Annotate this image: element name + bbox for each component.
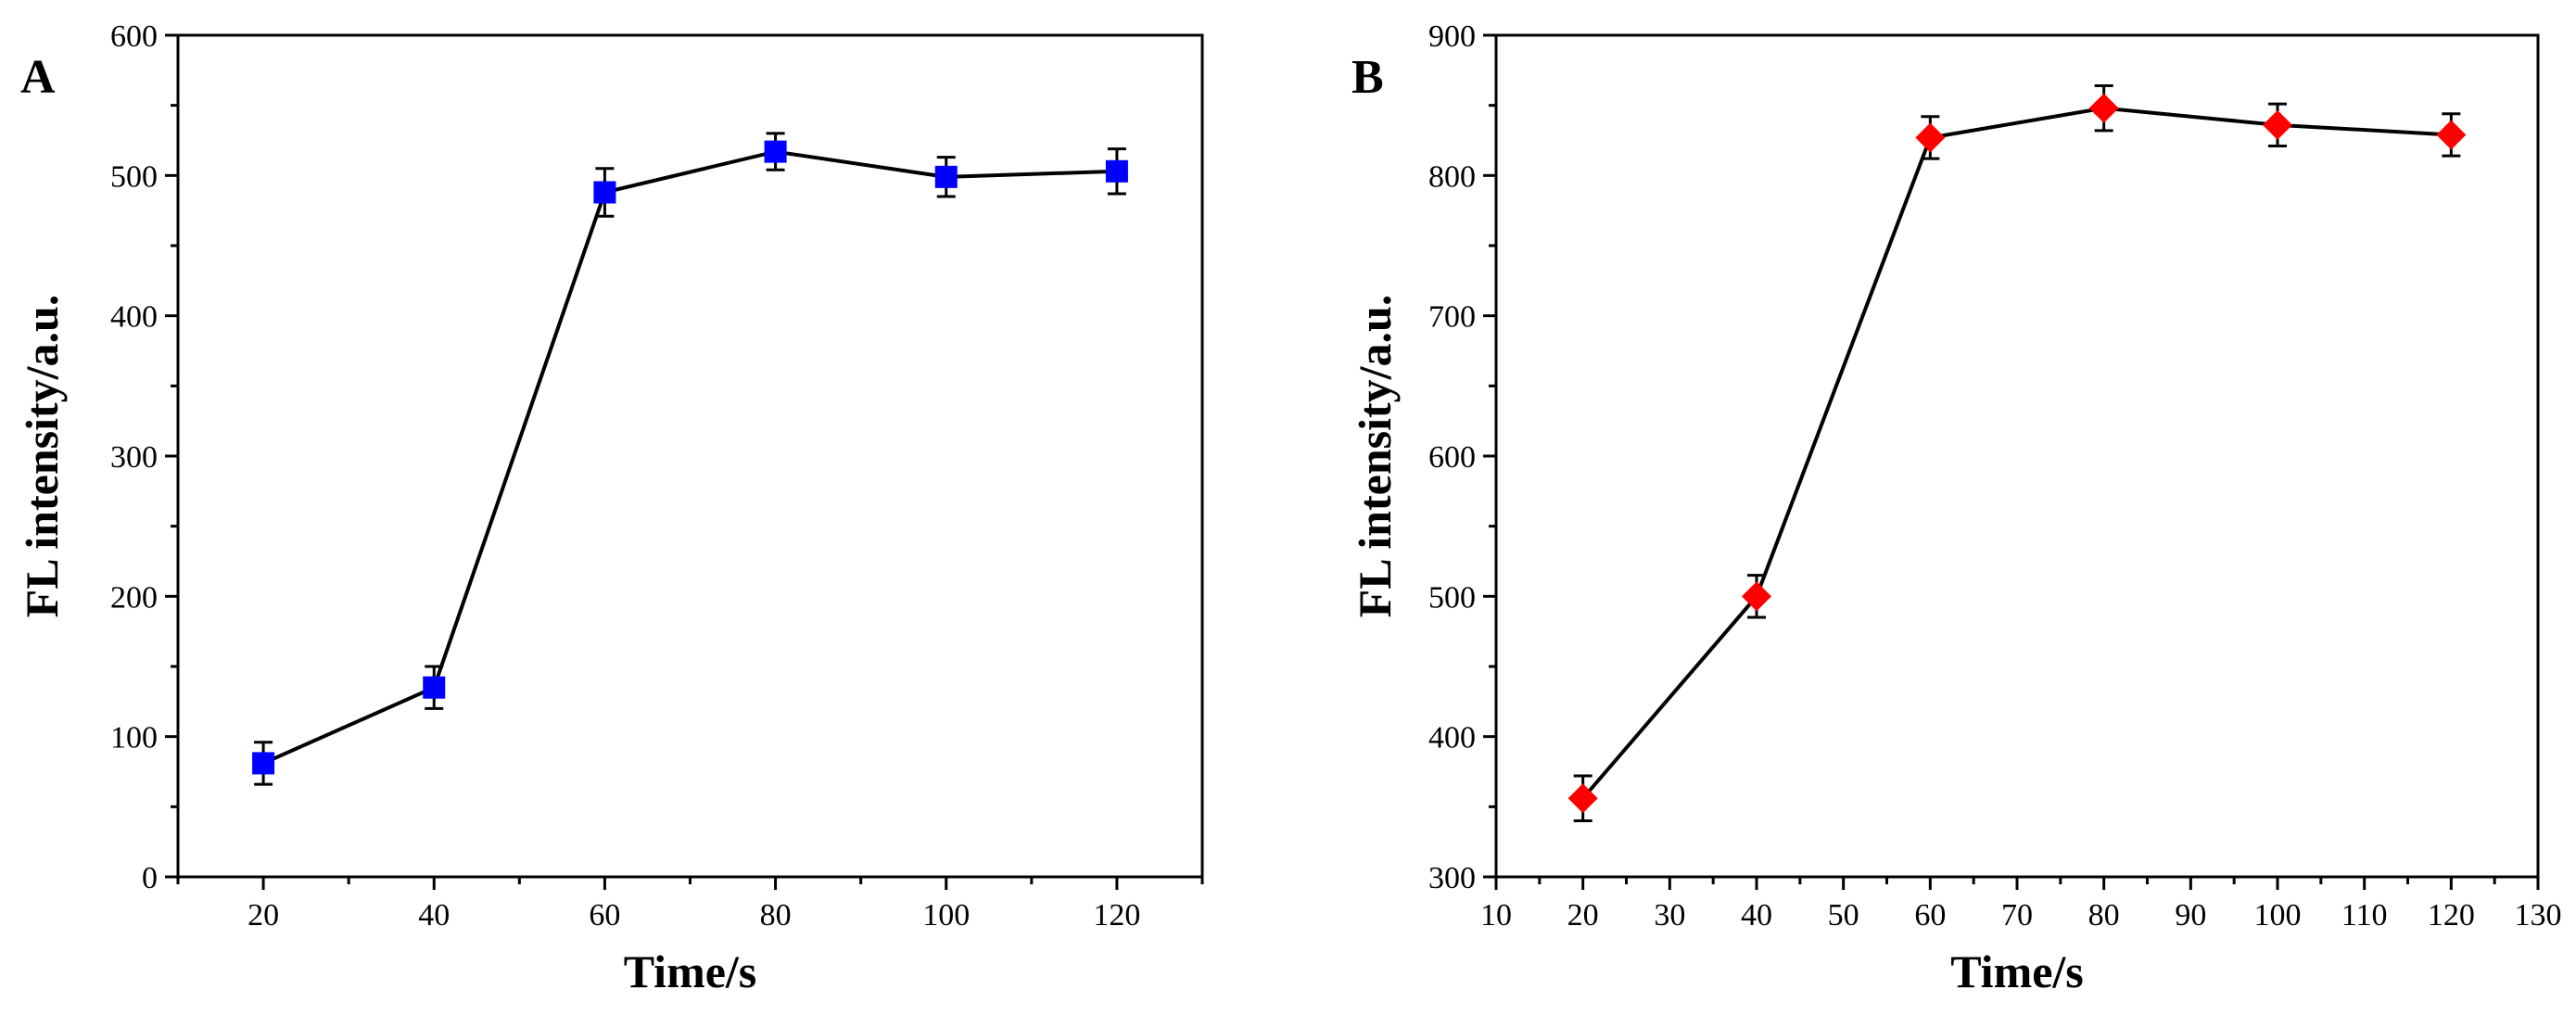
- series-line: [1581, 106, 2452, 800]
- x-tick-label: 50: [1828, 898, 1859, 933]
- y-tick-label: 300: [1428, 861, 1476, 895]
- x-axis-title: Time/s: [624, 945, 757, 997]
- y-tick-label: 600: [110, 19, 158, 54]
- data-point: [1742, 581, 1771, 612]
- plot-frame: [1494, 33, 2540, 879]
- x-tick-label: 130: [2515, 898, 2562, 933]
- panel-label: A: [20, 51, 56, 104]
- x-tick-label: 20: [247, 898, 279, 933]
- x-tick-label: 40: [1741, 898, 1772, 933]
- y-tick-label: 100: [110, 721, 158, 755]
- y-tick-label: 300: [110, 440, 158, 475]
- x-tick-label: 80: [760, 898, 792, 933]
- y-tick-label: 200: [110, 580, 158, 615]
- y-tick-label: 600: [1428, 440, 1476, 475]
- x-tick-label: 80: [2088, 898, 2120, 933]
- y-tick-label: 700: [1428, 300, 1476, 335]
- chart-panel-b: 300 400 500 600 700 800 900 10 20 30 40 50 60 70 80 90 1…: [1349, 19, 2562, 997]
- x-tick-label: 10: [1480, 898, 1512, 933]
- y-tick-label: 500: [1428, 580, 1476, 615]
- data-point: [1105, 159, 1128, 183]
- data-point: [2436, 120, 2467, 150]
- chart-panel-a: 0 100 200 300 400 500 600 20 40 60 80 100 120 Time/s F…: [16, 19, 1204, 997]
- data-point: [252, 752, 275, 775]
- x-tick-label: 70: [2001, 898, 2033, 933]
- series-line: [262, 149, 1117, 766]
- x-tick-label: 120: [1093, 898, 1140, 933]
- data-point: [1567, 783, 1598, 814]
- x-tick-label: 100: [922, 898, 970, 933]
- y-tick-label: 400: [1428, 721, 1476, 755]
- y-tick-label: 800: [1428, 159, 1476, 194]
- data-point: [934, 165, 958, 188]
- data-point: [2088, 93, 2119, 123]
- x-tick-label: 120: [2428, 898, 2475, 933]
- x-tick-label: 60: [1914, 898, 1946, 933]
- data-point: [764, 140, 787, 163]
- x-tick-label: 90: [2175, 898, 2206, 933]
- plot-frame: [176, 33, 1204, 879]
- y-tick-label: 900: [1428, 19, 1476, 54]
- x-tick-label: 20: [1567, 898, 1599, 933]
- x-tick-label: 100: [2254, 898, 2302, 933]
- y-axis-title: FL intensity/a.u.: [1349, 295, 1401, 618]
- data-point: [1915, 122, 1946, 153]
- y-axis-title: FL intensity/a.u.: [16, 295, 68, 618]
- data-point: [2263, 109, 2292, 140]
- panel-label: B: [1351, 51, 1384, 104]
- x-tick-label: 30: [1654, 898, 1685, 933]
- x-axis-title: Time/s: [1950, 945, 2084, 997]
- data-point: [423, 676, 446, 699]
- x-tick-label: 110: [2341, 898, 2388, 933]
- x-tick-label: 40: [418, 898, 450, 933]
- y-tick-label: 400: [110, 300, 158, 335]
- x-tick-label: 60: [589, 898, 620, 933]
- data-point: [593, 181, 616, 204]
- y-tick-label: 0: [142, 861, 158, 895]
- y-tick-label: 500: [110, 159, 158, 194]
